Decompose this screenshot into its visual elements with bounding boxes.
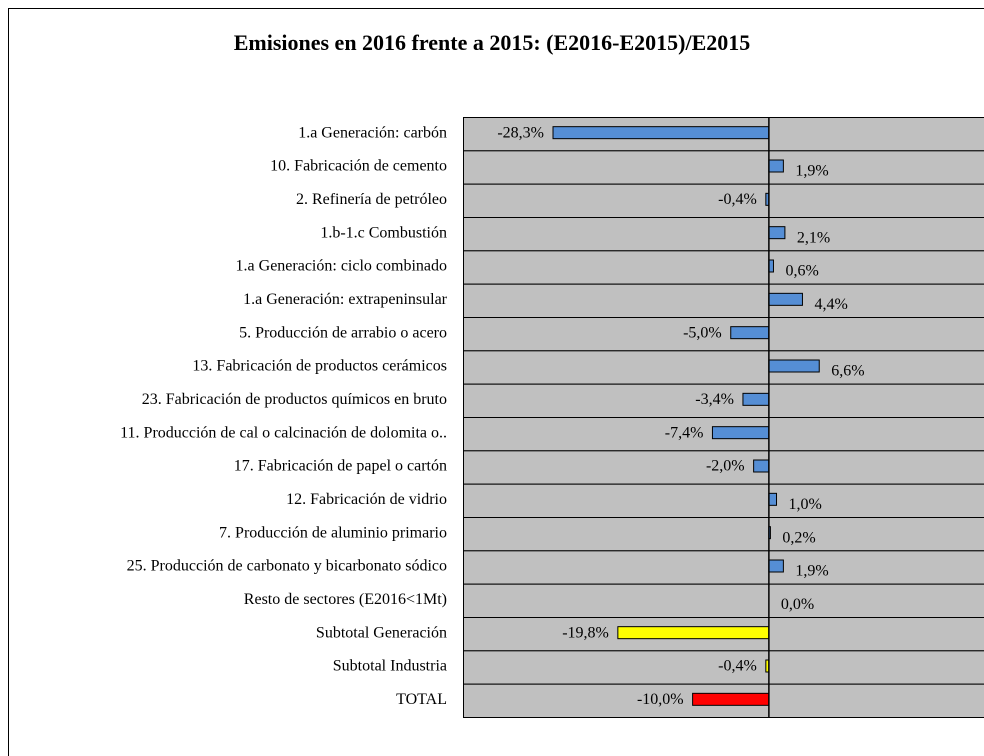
category-label: Resto de sectores (E2016<1Mt) — [244, 591, 447, 608]
row-band — [463, 550, 984, 585]
category-label: 5. Producción de arrabio o acero — [239, 324, 447, 341]
bar — [768, 292, 803, 306]
value-label: -7,4% — [665, 424, 704, 441]
row-band — [463, 283, 984, 318]
row-band — [463, 350, 984, 385]
value-label: -0,4% — [718, 658, 757, 675]
category-label: 1.b-1.c Combustión — [320, 224, 447, 241]
bar — [768, 226, 786, 240]
bar — [768, 559, 784, 573]
value-label: -5,0% — [683, 324, 722, 341]
category-label: 1.a Generación: ciclo combinado — [236, 258, 447, 275]
value-label: 0,0% — [781, 596, 814, 613]
row-band — [463, 517, 984, 552]
category-label: 10. Fabricación de cemento — [270, 158, 447, 175]
value-label: -19,8% — [562, 624, 609, 641]
bar — [768, 159, 784, 173]
category-label: 1.a Generación: extrapeninsular — [243, 291, 448, 308]
value-label: 4,4% — [814, 296, 847, 313]
row-band — [463, 150, 984, 185]
value-label: 1,9% — [795, 563, 828, 580]
category-label: 25. Producción de carbonato y bicarbonat… — [127, 558, 447, 575]
value-label: 0,2% — [782, 529, 815, 546]
bar — [692, 692, 770, 706]
category-label: 13. Fabricación de productos cerámicos — [192, 358, 447, 375]
value-label: 6,6% — [831, 363, 864, 380]
category-label: 2. Refinería de petróleo — [296, 191, 447, 208]
category-label: 7. Producción de aluminio primario — [219, 524, 447, 541]
bar — [617, 626, 770, 640]
bar — [742, 392, 770, 406]
value-label: -0,4% — [718, 191, 757, 208]
row-band — [463, 650, 984, 685]
bar — [730, 326, 770, 340]
category-label: TOTAL — [396, 691, 447, 708]
category-label: 1.a Generación: carbón — [298, 124, 447, 141]
category-label: 11. Producción de cal o calcinación de d… — [120, 424, 447, 441]
value-label: -3,4% — [695, 391, 734, 408]
value-label: -28,3% — [497, 124, 544, 141]
bar — [768, 359, 820, 373]
bar — [753, 459, 770, 473]
category-label: Subtotal Generación — [316, 624, 447, 641]
value-label: -10,0% — [637, 691, 684, 708]
row-band — [463, 450, 984, 485]
value-label: 2,1% — [797, 229, 830, 246]
row-band — [463, 217, 984, 252]
chart-title: Emisiones en 2016 frente a 2015: (E2016-… — [234, 30, 751, 55]
category-label: 23. Fabricación de productos químicos en… — [142, 391, 447, 408]
category-label: Subtotal Industria — [333, 658, 447, 675]
row-band — [463, 183, 984, 219]
bar — [552, 126, 770, 140]
row-band — [463, 483, 984, 518]
row-band — [463, 583, 984, 619]
row-band — [463, 250, 984, 285]
row-band — [463, 383, 984, 418]
bar — [768, 492, 778, 506]
row-band — [463, 317, 984, 352]
value-label: -2,0% — [706, 458, 745, 475]
value-label: 0,6% — [785, 263, 818, 280]
value-label: 1,0% — [789, 496, 822, 513]
bar — [711, 426, 770, 440]
value-label: 1,9% — [795, 163, 828, 180]
category-label: 12. Fabricación de vidrio — [286, 491, 447, 508]
category-label: 17. Fabricación de papel o cartón — [234, 458, 447, 475]
